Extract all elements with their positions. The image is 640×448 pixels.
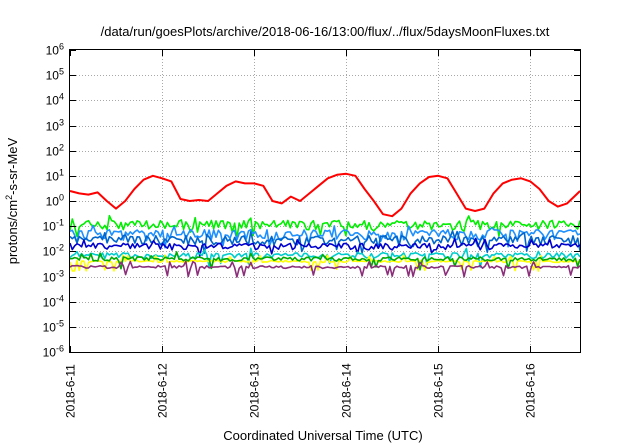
y-tick-base: 10: [43, 220, 57, 234]
y-tick-label: 106: [46, 42, 64, 58]
y-tick-label: 105: [46, 67, 64, 83]
y-tick-base: 10: [43, 271, 57, 285]
y-tick-exponent: 1: [59, 168, 64, 178]
y-tick-exponent: -1: [56, 218, 64, 228]
y-tick-label: 100: [46, 193, 64, 209]
y-tick-exponent: -5: [56, 319, 64, 329]
y-axis-label-sup: 2: [4, 195, 14, 200]
y-axis-label-pre: protons/cm: [5, 200, 20, 264]
series-lines: [69, 172, 581, 278]
y-tick-exponent: -4: [56, 294, 64, 304]
x-tick-label: 2018-6-15: [432, 363, 446, 418]
y-tick-base: 10: [46, 44, 60, 58]
y-tick-base: 10: [46, 195, 60, 209]
y-tick-label: 101: [46, 168, 64, 184]
y-tick-exponent: 4: [59, 92, 64, 102]
grid-lines: [70, 50, 580, 352]
y-tick-exponent: -2: [56, 243, 64, 253]
y-tick-base: 10: [46, 69, 60, 83]
y-axis: 10-610-510-410-310-210-11001011021031041…: [43, 42, 580, 360]
x-tick-label: 2018-6-12: [156, 363, 170, 418]
y-tick-label: 10-5: [43, 319, 64, 335]
y-tick-base: 10: [43, 321, 57, 335]
series-line-8: [69, 260, 581, 278]
y-tick-label: 10-1: [43, 218, 64, 234]
x-axis: 2018-6-11 2018-6-12 2018-6-13 2018-6-14 2018…: [64, 50, 538, 418]
y-tick-base: 10: [43, 346, 57, 360]
series-line-4: [69, 237, 581, 257]
series-line-1: [69, 214, 581, 239]
y-tick-label: 10-3: [43, 269, 64, 285]
y-tick-base: 10: [46, 170, 60, 184]
y-tick-base: 10: [46, 120, 60, 134]
y-tick-exponent: 0: [59, 193, 64, 203]
series-line-3: [69, 230, 581, 255]
y-tick-base: 10: [46, 145, 60, 159]
y-tick-label: 104: [46, 92, 64, 108]
y-tick-base: 10: [43, 296, 57, 310]
y-tick-label: 102: [46, 143, 64, 159]
y-tick-label: 10-4: [43, 294, 64, 310]
y-tick-label: 10-6: [43, 344, 64, 360]
x-tick-label: 2018-6-13: [248, 363, 262, 418]
series-line-7: [69, 251, 581, 271]
x-tick-label: 2018-6-16: [524, 363, 538, 418]
series-line-0: [69, 172, 581, 218]
y-tick-exponent: -6: [56, 344, 64, 354]
y-tick-exponent: 5: [59, 67, 64, 77]
series-line-2: [69, 224, 581, 249]
chart-title: /data/run/goesPlots/archive/2018-06-16/1…: [101, 24, 550, 39]
y-tick-exponent: 2: [59, 143, 64, 153]
y-tick-label: 103: [46, 118, 64, 134]
y-tick-base: 10: [43, 245, 57, 259]
y-axis-label: protons/cm2-s-sr-MeV: [4, 137, 20, 264]
y-tick-label: 10-2: [43, 243, 64, 259]
plot-frame: [69, 49, 581, 353]
y-axis-label-post: -s-sr-MeV: [5, 137, 20, 194]
x-tick-label: 2018-6-11: [64, 364, 78, 418]
x-tick-label: 2018-6-14: [340, 363, 354, 418]
y-tick-exponent: -3: [56, 269, 64, 279]
x-axis-label: Coordinated Universal Time (UTC): [223, 428, 422, 443]
y-tick-exponent: 6: [59, 42, 64, 52]
y-tick-exponent: 3: [59, 118, 64, 128]
y-tick-base: 10: [46, 94, 60, 108]
